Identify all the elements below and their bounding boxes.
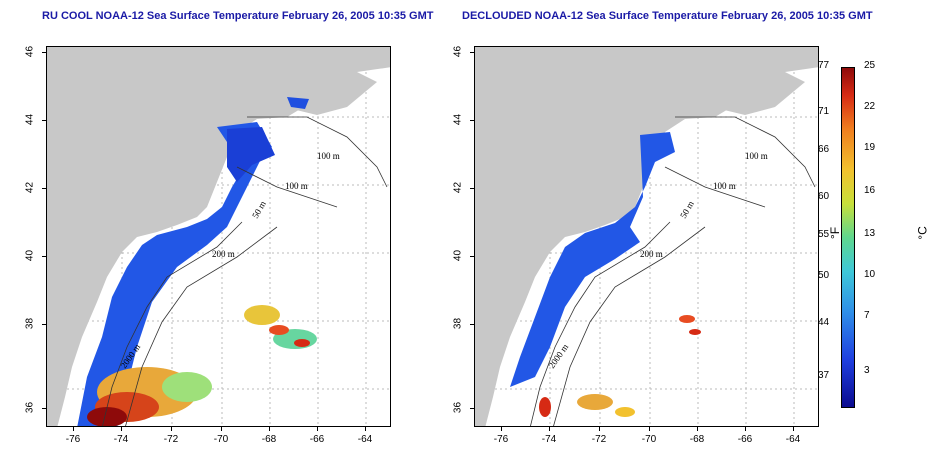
contour-label-100m-b: 100 m bbox=[285, 181, 308, 191]
x-tick-label: -76 bbox=[493, 434, 509, 445]
y-tick-label: 46 bbox=[452, 45, 464, 58]
colorbar-c-tick: 22 bbox=[864, 101, 876, 112]
contour-label-200m: 200 m bbox=[640, 249, 663, 259]
y-tick-mark bbox=[470, 408, 474, 409]
x-tick-mark bbox=[171, 427, 172, 431]
colorbar-f-tick: 44 bbox=[818, 317, 830, 328]
x-tick-mark bbox=[365, 427, 366, 431]
celsius-unit-label: °C bbox=[915, 226, 930, 240]
y-tick-label: 36 bbox=[24, 401, 36, 414]
left-sst-map: 100 m 100 m 50 m 200 m 2000 m bbox=[46, 46, 391, 427]
y-tick-mark bbox=[470, 120, 474, 121]
x-tick-mark bbox=[221, 427, 222, 431]
y-tick-label: 44 bbox=[452, 113, 464, 126]
contour-label-100m-a: 100 m bbox=[317, 151, 340, 161]
contour-label-200m: 200 m bbox=[212, 249, 235, 259]
colorbar-c-tick: 13 bbox=[864, 228, 876, 239]
colorbar-f-tick: 77 bbox=[818, 60, 830, 71]
colorbar-f-tick: 50 bbox=[818, 270, 830, 281]
right-sst-map: 100 m 100 m 50 m 200 m 2000 m bbox=[474, 46, 819, 427]
y-tick-mark bbox=[42, 324, 46, 325]
x-tick-mark bbox=[73, 427, 74, 431]
contour-label-100m-a: 100 m bbox=[745, 151, 768, 161]
x-tick-mark bbox=[599, 427, 600, 431]
fahrenheit-unit-label: °F bbox=[828, 226, 843, 240]
colorbar-c-tick: 3 bbox=[864, 365, 870, 376]
y-tick-mark bbox=[470, 256, 474, 257]
y-tick-mark bbox=[470, 52, 474, 53]
x-tick-label: -68 bbox=[689, 434, 705, 445]
x-tick-label: -66 bbox=[309, 434, 325, 445]
y-tick-mark bbox=[42, 52, 46, 53]
x-tick-mark bbox=[549, 427, 550, 431]
x-tick-mark bbox=[793, 427, 794, 431]
x-tick-label: -74 bbox=[113, 434, 129, 445]
land-mass bbox=[475, 47, 818, 426]
x-tick-mark bbox=[121, 427, 122, 431]
land-mass bbox=[47, 47, 390, 426]
contour-label-50m: 50 m bbox=[250, 199, 268, 220]
contour-label-50m: 50 m bbox=[678, 199, 696, 220]
x-tick-label: -64 bbox=[785, 434, 801, 445]
right-map-canvas: 100 m 100 m 50 m 200 m 2000 m bbox=[475, 47, 818, 426]
colorbar-c-tick: 16 bbox=[864, 185, 876, 196]
y-tick-label: 42 bbox=[452, 181, 464, 194]
colorbar-c-tick: 25 bbox=[864, 60, 876, 71]
y-tick-mark bbox=[42, 120, 46, 121]
x-tick-label: -66 bbox=[737, 434, 753, 445]
y-tick-mark bbox=[42, 408, 46, 409]
colorbar-c-tick: 19 bbox=[864, 142, 876, 153]
colorbar-f-tick: 71 bbox=[818, 106, 830, 117]
y-tick-label: 40 bbox=[24, 249, 36, 262]
x-tick-mark bbox=[501, 427, 502, 431]
x-tick-mark bbox=[745, 427, 746, 431]
x-tick-label: -70 bbox=[641, 434, 657, 445]
x-tick-label: -70 bbox=[213, 434, 229, 445]
y-tick-mark bbox=[42, 188, 46, 189]
colorbar-c-tick: 10 bbox=[864, 269, 876, 280]
x-tick-label: -74 bbox=[541, 434, 557, 445]
left-map-title: RU COOL NOAA-12 Sea Surface Temperature … bbox=[42, 10, 434, 22]
x-tick-label: -72 bbox=[163, 434, 179, 445]
y-tick-label: 42 bbox=[24, 181, 36, 194]
x-tick-mark bbox=[317, 427, 318, 431]
right-map-title: DECLOUDED NOAA-12 Sea Surface Temperatur… bbox=[462, 10, 873, 22]
y-tick-mark bbox=[470, 324, 474, 325]
y-tick-label: 40 bbox=[452, 249, 464, 262]
x-tick-label: -68 bbox=[261, 434, 277, 445]
colorbar-f-tick: 66 bbox=[818, 144, 830, 155]
y-tick-label: 36 bbox=[452, 401, 464, 414]
left-map-canvas: 100 m 100 m 50 m 200 m 2000 m bbox=[47, 47, 390, 426]
warm-eddies bbox=[539, 315, 701, 417]
y-tick-mark bbox=[470, 188, 474, 189]
x-tick-mark bbox=[269, 427, 270, 431]
y-tick-mark bbox=[42, 256, 46, 257]
warm-eddies bbox=[87, 305, 317, 426]
x-tick-label: -72 bbox=[591, 434, 607, 445]
colorbar-f-tick: 60 bbox=[818, 191, 830, 202]
x-tick-mark bbox=[697, 427, 698, 431]
x-tick-mark bbox=[649, 427, 650, 431]
y-tick-label: 44 bbox=[24, 113, 36, 126]
colorbar-f-tick: 37 bbox=[818, 370, 830, 381]
y-tick-label: 38 bbox=[24, 317, 36, 330]
x-tick-label: -76 bbox=[65, 434, 81, 445]
colorbar-f-tick: 55 bbox=[818, 229, 830, 240]
colorbar-c-tick: 7 bbox=[864, 310, 870, 321]
cold-water-area bbox=[510, 132, 675, 387]
contour-label-100m-b: 100 m bbox=[713, 181, 736, 191]
y-tick-label: 46 bbox=[24, 45, 36, 58]
temperature-colorbar bbox=[841, 67, 855, 408]
y-tick-label: 38 bbox=[452, 317, 464, 330]
x-tick-label: -64 bbox=[357, 434, 373, 445]
